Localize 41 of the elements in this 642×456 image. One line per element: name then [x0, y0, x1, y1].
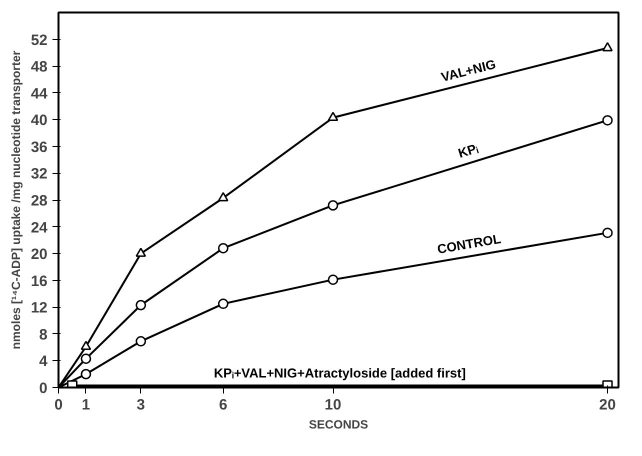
y-tick-label: 48: [30, 58, 48, 76]
y-tick-label: 4: [39, 353, 48, 370]
point: [602, 115, 613, 126]
x-tick-label: 6: [219, 396, 228, 414]
y-tick-label: 0: [39, 380, 48, 397]
point: [328, 200, 338, 211]
point: [136, 336, 146, 347]
y-tick-label: 12: [30, 300, 48, 317]
point: [80, 353, 92, 364]
y-tick-label: 44: [30, 85, 48, 102]
x-tick-label: 10: [324, 396, 342, 414]
point: [328, 112, 338, 121]
point: [218, 192, 228, 202]
y-tick-label: 52: [30, 32, 48, 49]
y-tick-label: 16: [30, 272, 48, 290]
point: [218, 298, 228, 310]
x-axis-title: SECONDS: [308, 418, 368, 432]
point: [602, 228, 613, 238]
y-tick-label: 28: [30, 192, 48, 210]
point: [136, 248, 146, 257]
y-tick-label: 36: [30, 138, 48, 156]
y-tick-label: 8: [39, 326, 48, 344]
series-label: KPᵢ+VAL+NIG+Atractyloside [added first]: [214, 365, 466, 380]
text: VAL+NIG: [440, 56, 498, 85]
x-tick-label: 20: [599, 396, 616, 414]
point: [602, 42, 613, 52]
y-tick-label: 32: [30, 166, 48, 183]
y-tick-label: 20: [30, 246, 48, 264]
y-axis-title: nmoles [¹⁴C-ADP] uptake /mg nucleotide transporter: [8, 50, 23, 350]
y-tick-label: 40: [30, 112, 48, 130]
point: [80, 368, 92, 380]
x-tick-label: 3: [136, 396, 146, 414]
text: KPᵢ: [456, 140, 480, 161]
point: [218, 242, 228, 254]
x-tick-label: 0: [54, 396, 63, 414]
point: [80, 340, 92, 350]
text: CONTROL: [436, 231, 502, 257]
y-tick-label: 24: [30, 219, 48, 236]
point: [328, 274, 338, 285]
point: [136, 300, 146, 310]
x-tick-label: 1: [82, 396, 90, 414]
